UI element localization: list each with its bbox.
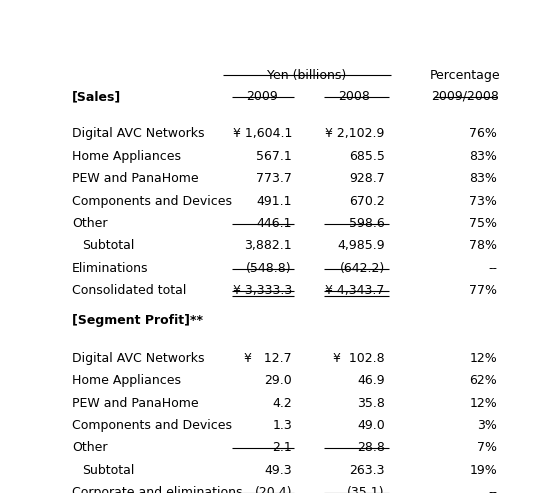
Text: 46.9: 46.9 [357, 374, 385, 387]
Text: 49.3: 49.3 [265, 464, 292, 477]
Text: ¥ 3,333.3: ¥ 3,333.3 [233, 284, 292, 297]
Text: 446.1: 446.1 [256, 217, 292, 230]
Text: [Segment Profit]**: [Segment Profit]** [72, 315, 203, 327]
Text: Home Appliances: Home Appliances [72, 374, 181, 387]
Text: 4.2: 4.2 [272, 397, 292, 410]
Text: 2009: 2009 [246, 90, 277, 103]
Text: 77%: 77% [469, 284, 497, 297]
Text: [Sales]: [Sales] [72, 90, 121, 103]
Text: 4,985.9: 4,985.9 [337, 240, 385, 252]
Text: ¥   12.7: ¥ 12.7 [245, 352, 292, 365]
Text: 76%: 76% [469, 127, 497, 141]
Text: 35.8: 35.8 [357, 397, 385, 410]
Text: 7%: 7% [477, 441, 497, 455]
Text: --: -- [488, 262, 497, 275]
Text: Digital AVC Networks: Digital AVC Networks [72, 127, 204, 141]
Text: 12%: 12% [469, 352, 497, 365]
Text: 598.6: 598.6 [349, 217, 385, 230]
Text: (35.1): (35.1) [347, 486, 385, 493]
Text: 49.0: 49.0 [357, 419, 385, 432]
Text: Corporate and eliminations: Corporate and eliminations [72, 486, 242, 493]
Text: (548.8): (548.8) [246, 262, 292, 275]
Text: 83%: 83% [469, 150, 497, 163]
Text: PEW and PanaHome: PEW and PanaHome [72, 172, 198, 185]
Text: 19%: 19% [469, 464, 497, 477]
Text: 12%: 12% [469, 397, 497, 410]
Text: PEW and PanaHome: PEW and PanaHome [72, 397, 198, 410]
Text: Consolidated total: Consolidated total [72, 284, 186, 297]
Text: 773.7: 773.7 [256, 172, 292, 185]
Text: ¥ 1,604.1: ¥ 1,604.1 [233, 127, 292, 141]
Text: 2008: 2008 [339, 90, 370, 103]
Text: Percentage: Percentage [429, 69, 500, 82]
Text: Home Appliances: Home Appliances [72, 150, 181, 163]
Text: ¥  102.8: ¥ 102.8 [333, 352, 385, 365]
Text: Other: Other [72, 441, 108, 455]
Text: Subtotal: Subtotal [82, 464, 135, 477]
Text: 29.0: 29.0 [264, 374, 292, 387]
Text: 78%: 78% [469, 240, 497, 252]
Text: Other: Other [72, 217, 108, 230]
Text: Yen (billions): Yen (billions) [267, 69, 346, 82]
Text: ¥ 2,102.9: ¥ 2,102.9 [325, 127, 385, 141]
Text: 670.2: 670.2 [349, 195, 385, 208]
Text: (642.2): (642.2) [340, 262, 385, 275]
Text: 928.7: 928.7 [349, 172, 385, 185]
Text: 567.1: 567.1 [256, 150, 292, 163]
Text: 73%: 73% [469, 195, 497, 208]
Text: 2.1: 2.1 [272, 441, 292, 455]
Text: ¥ 4,343.7: ¥ 4,343.7 [325, 284, 385, 297]
Text: 75%: 75% [469, 217, 497, 230]
Text: 263.3: 263.3 [349, 464, 385, 477]
Text: 83%: 83% [469, 172, 497, 185]
Text: 3%: 3% [477, 419, 497, 432]
Text: Subtotal: Subtotal [82, 240, 135, 252]
Text: 3,882.1: 3,882.1 [245, 240, 292, 252]
Text: 685.5: 685.5 [349, 150, 385, 163]
Text: 62%: 62% [469, 374, 497, 387]
Text: 2009/2008: 2009/2008 [431, 90, 499, 103]
Text: (20.4): (20.4) [255, 486, 292, 493]
Text: Components and Devices: Components and Devices [72, 419, 232, 432]
Text: 28.8: 28.8 [357, 441, 385, 455]
Text: Components and Devices: Components and Devices [72, 195, 232, 208]
Text: Eliminations: Eliminations [72, 262, 148, 275]
Text: 1.3: 1.3 [272, 419, 292, 432]
Text: Digital AVC Networks: Digital AVC Networks [72, 352, 204, 365]
Text: 491.1: 491.1 [256, 195, 292, 208]
Text: --: -- [488, 486, 497, 493]
